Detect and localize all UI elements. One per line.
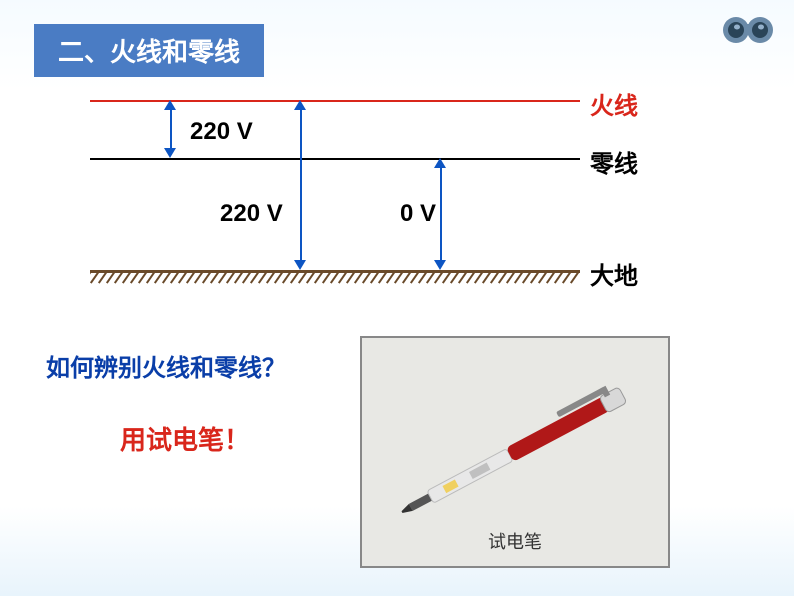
arrow-live-neutral-down bbox=[164, 148, 176, 158]
question-text: 如何辨别火线和零线？ bbox=[46, 348, 286, 383]
arrow-live-neutral-up bbox=[164, 100, 176, 110]
neutral-wire-label: 零线 bbox=[590, 144, 638, 179]
test-pen-photo: 试电笔 bbox=[360, 336, 670, 568]
ground-hatching bbox=[90, 271, 580, 285]
section-title: 二、火线和零线 bbox=[34, 24, 264, 77]
neutral-wire-line bbox=[90, 158, 580, 160]
answer-text: 用试电笔！ bbox=[120, 420, 250, 457]
voltage-neutral-ground: 0 V bbox=[400, 200, 436, 228]
test-pen-illustration bbox=[375, 367, 655, 537]
wire-diagram: 火线 零线 大地 220 V 220 V 0 V bbox=[90, 100, 650, 300]
arrow-live-ground bbox=[300, 106, 302, 264]
arrow-live-ground-down bbox=[294, 260, 306, 270]
voltage-live-neutral: 220 V bbox=[190, 118, 253, 146]
ground-label: 大地 bbox=[590, 256, 638, 291]
binoculars-icon bbox=[718, 8, 778, 48]
arrow-live-neutral bbox=[170, 106, 172, 152]
arrow-neutral-ground-up bbox=[434, 158, 446, 168]
voltage-live-ground: 220 V bbox=[220, 200, 283, 228]
arrow-neutral-ground bbox=[440, 164, 442, 264]
arrow-live-ground-up bbox=[294, 100, 306, 110]
photo-caption: 试电笔 bbox=[488, 528, 542, 554]
live-wire-label: 火线 bbox=[590, 86, 638, 121]
arrow-neutral-ground-down bbox=[434, 260, 446, 270]
